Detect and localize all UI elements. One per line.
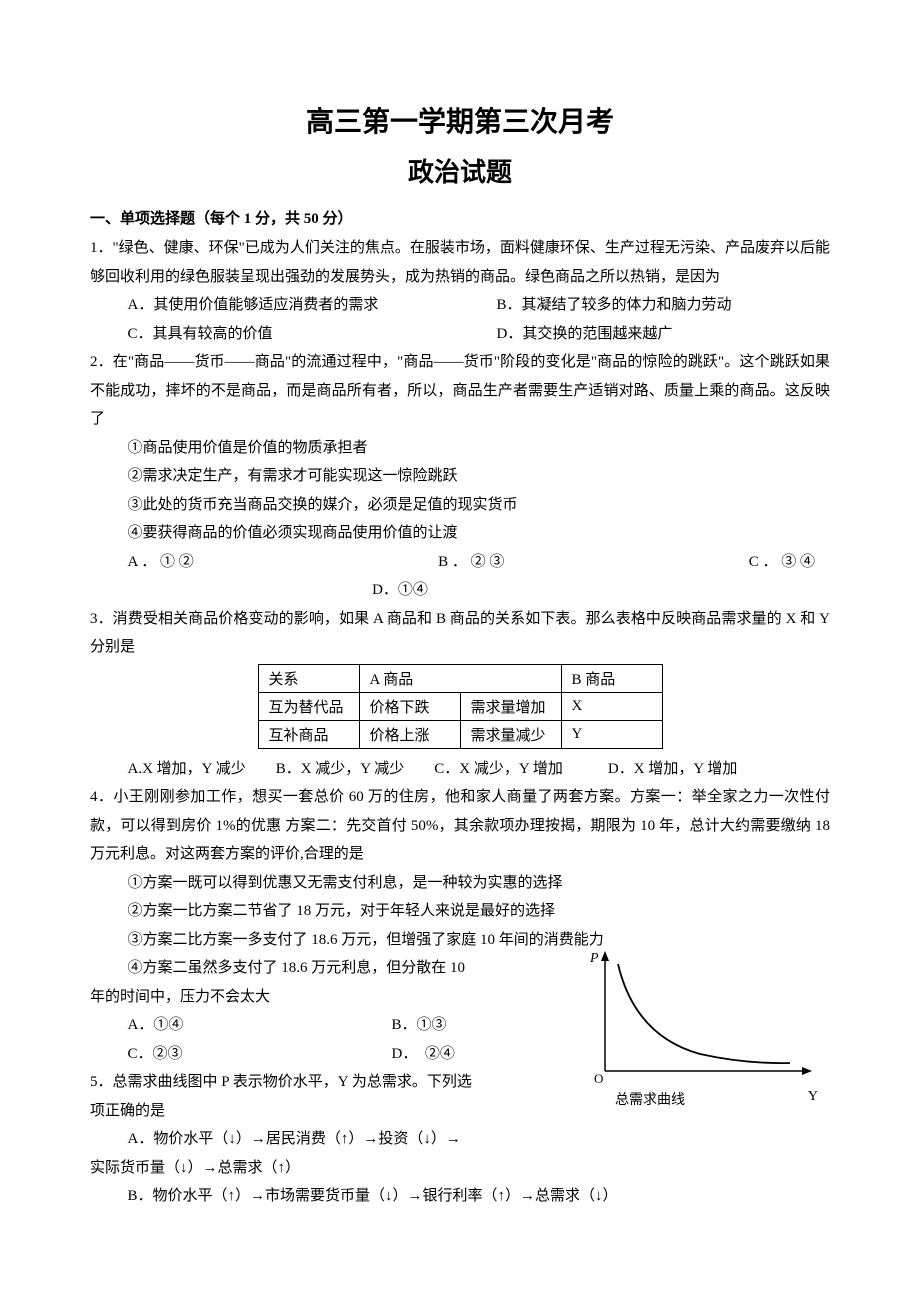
q3-options: A.X 增加，Y 减少 B．X 减少，Y 减少 C．X 减少，Y 增加 D．X … bbox=[90, 755, 830, 784]
q1-optC: C．其具有较高的价值 bbox=[128, 320, 493, 349]
q2-p3: ③此处的货币充当商品交换的媒介，必须是足值的现实货币 bbox=[90, 491, 830, 520]
cell: 需求量减少 bbox=[460, 720, 561, 748]
q4-optC: C．②③ bbox=[90, 1040, 392, 1069]
q4-optD: D． ②④ bbox=[392, 1040, 455, 1069]
section-header: 一、单项选择题（每个 1 分，共 50 分） bbox=[90, 207, 830, 228]
q2-optC: C ． ③ ④ bbox=[749, 548, 815, 577]
title-sub: 政治试题 bbox=[90, 152, 830, 189]
cell: B 商品 bbox=[561, 664, 662, 692]
q2-optB: B ． ② ③ bbox=[438, 548, 504, 577]
q2-options-row1: A ． ① ② B ． ② ③ C ． ③ ④ bbox=[90, 548, 830, 577]
q1-stem: 1．"绿色、健康、环保"已成为人们关注的焦点。在服装市场，面料健康环保、生产过程… bbox=[90, 234, 830, 291]
cell: 价格上涨 bbox=[359, 720, 460, 748]
figure-caption: 总需求曲线 Y bbox=[580, 1089, 830, 1109]
q4-options-row1: A．①④ B．①③ bbox=[90, 1011, 570, 1040]
title-main: 高三第一学期第三次月考 bbox=[90, 100, 830, 140]
q3-table: 关系 A 商品 B 商品 互为替代品 价格下跌 需求量增加 X 互补商品 价格上… bbox=[258, 664, 663, 749]
demand-curve-figure: P O 总需求曲线 Y bbox=[580, 946, 830, 1109]
q2-p1: ①商品使用价值是价值的物质承担者 bbox=[90, 434, 830, 463]
q1-optD: D．其交换的范围越来越广 bbox=[497, 326, 673, 342]
cell: X bbox=[561, 692, 662, 720]
table-row: 关系 A 商品 B 商品 bbox=[258, 664, 662, 692]
axis-origin: O bbox=[594, 1071, 603, 1086]
q4-optA: A．①④ bbox=[90, 1011, 392, 1040]
q4-options-row2: C．②③ D． ②④ bbox=[90, 1040, 570, 1069]
demand-curve-svg: P O bbox=[580, 946, 820, 1086]
q3-stem: 3．消费受相关商品价格变动的影响，如果 A 商品和 B 商品的关系如下表。那么表… bbox=[90, 605, 830, 662]
cell: 互为替代品 bbox=[258, 692, 359, 720]
axis-y-label: Y bbox=[808, 1089, 818, 1109]
q2-optD: D．①④ bbox=[90, 576, 830, 605]
table-row: 互为替代品 价格下跌 需求量增加 X bbox=[258, 692, 662, 720]
exam-page: 高三第一学期第三次月考 政治试题 一、单项选择题（每个 1 分，共 50 分） … bbox=[0, 0, 920, 1302]
q4-p1: ①方案一既可以得到优惠又无需支付利息，是一种较为实惠的选择 bbox=[90, 869, 830, 898]
q2-stem: 2．在"商品——货币——商品"的流通过程中，"商品——货币"阶段的变化是"商品的… bbox=[90, 348, 830, 434]
q5-optA-a: A．物价水平（↓）→居民消费（↑）→投资（↓）→ bbox=[90, 1125, 830, 1154]
q4-stem: 4．小王刚刚参加工作，想买一套总价 60 万的住房，他和家人商量了两套方案。方案… bbox=[90, 783, 830, 869]
cell: 互补商品 bbox=[258, 720, 359, 748]
cell: Y bbox=[561, 720, 662, 748]
q1-options-line1: A．其使用价值能够适应消费者的需求 B．其凝结了较多的体力和脑力劳动 bbox=[90, 291, 830, 320]
table-row: 互补商品 价格上涨 需求量减少 Y bbox=[258, 720, 662, 748]
q2-optA: A ． ① ② bbox=[128, 548, 194, 577]
q1-options-line2: C．其具有较高的价值 D．其交换的范围越来越广 bbox=[90, 320, 830, 349]
cell: 需求量增加 bbox=[460, 692, 561, 720]
q1-optB: B．其凝结了较多的体力和脑力劳动 bbox=[497, 297, 732, 313]
caption-left: 总需求曲线 bbox=[615, 1089, 685, 1109]
cell: 价格下跌 bbox=[359, 692, 460, 720]
q4-p2: ②方案一比方案二节省了 18 万元，对于年轻人来说是最好的选择 bbox=[90, 897, 830, 926]
q2-p4: ④要获得商品的价值必须实现商品使用价值的让渡 bbox=[90, 519, 830, 548]
q5-optA-b: 实际货币量（↓）→总需求（↑） bbox=[90, 1154, 830, 1183]
q2-p2: ②需求决定生产，有需求才可能实现这一惊险跳跃 bbox=[90, 462, 830, 491]
q1-optA: A．其使用价值能够适应消费者的需求 bbox=[128, 291, 493, 320]
q4-optB: B．①③ bbox=[392, 1011, 447, 1040]
cell: A 商品 bbox=[359, 664, 561, 692]
q5-optB: B．物价水平（↑）→市场需要货币量（↓）→银行利率（↑）→总需求（↓） bbox=[90, 1182, 830, 1211]
cell: 关系 bbox=[258, 664, 359, 692]
